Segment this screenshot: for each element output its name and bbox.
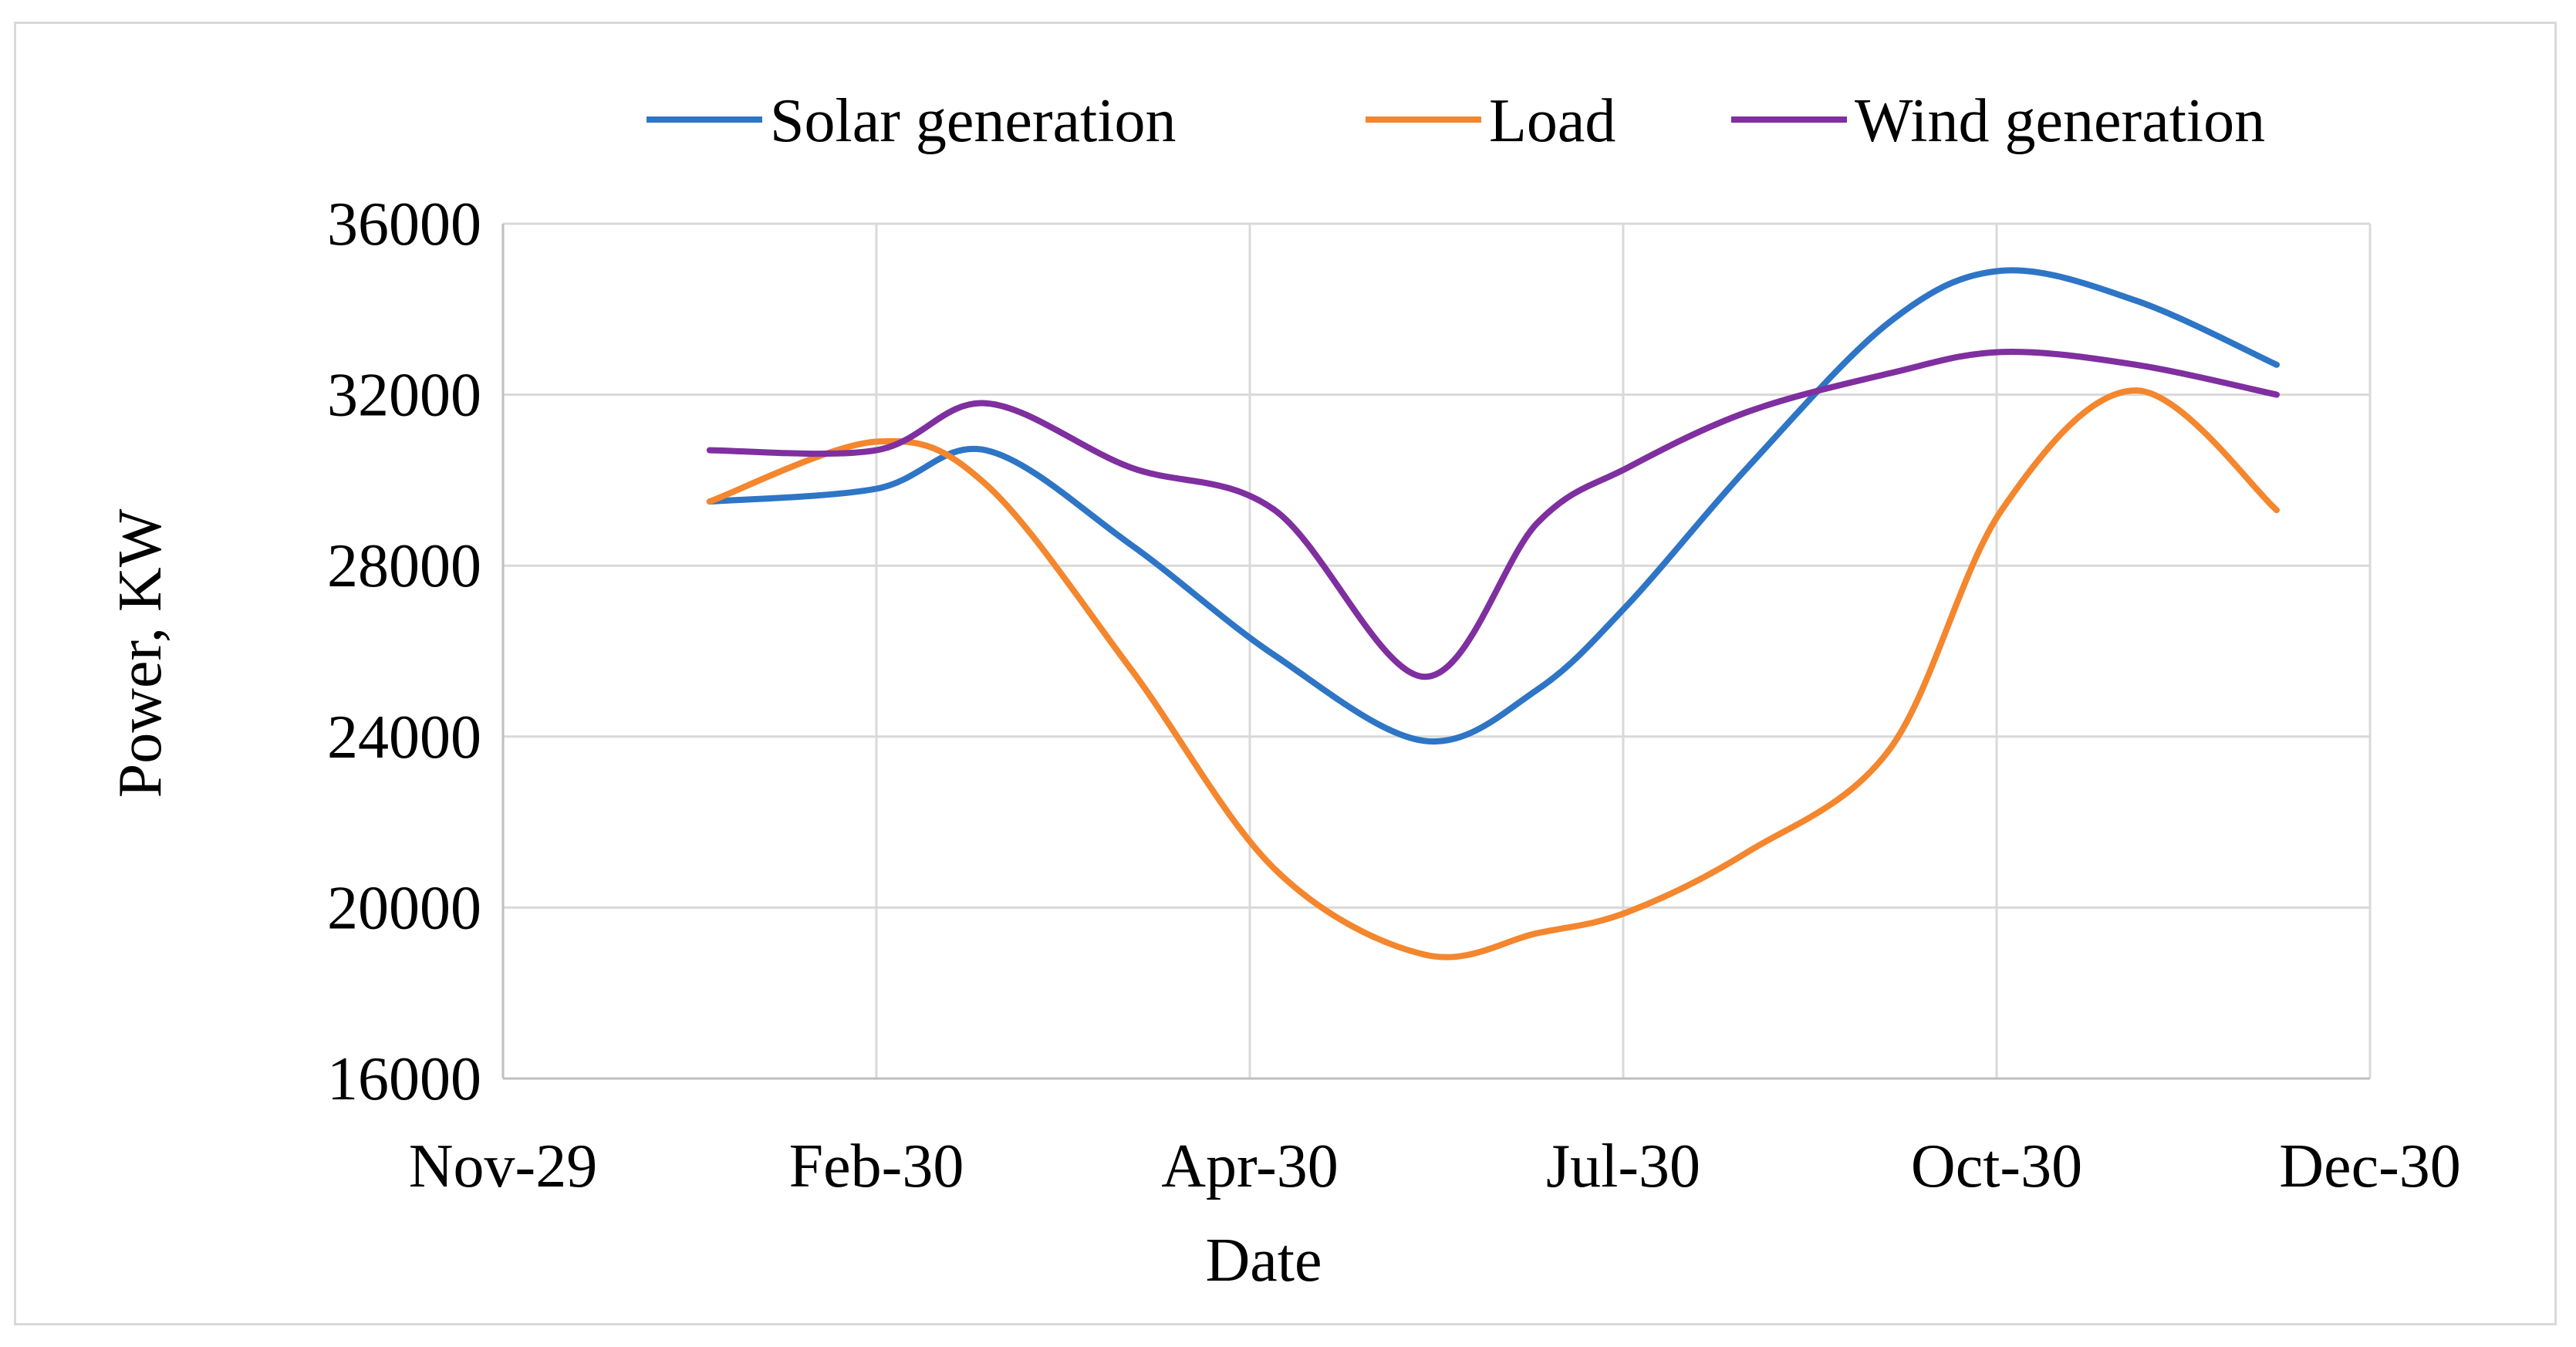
x-tick-label: Feb-30 (789, 1133, 964, 1200)
y-tick-label: 36000 (327, 191, 481, 258)
series-line-solar-generation (706, 267, 2280, 745)
x-tick-label: Oct-30 (1911, 1133, 2082, 1200)
x-axis-label: Date (1205, 1227, 1322, 1295)
axes (501, 224, 2370, 1080)
y-axis-label: Power, KW (106, 508, 174, 798)
series-line-wind-generation (706, 348, 2280, 680)
y-tick-label: 28000 (327, 532, 481, 600)
legend-label: Wind generation (1855, 87, 2265, 155)
x-tick-label: Apr-30 (1161, 1133, 1338, 1200)
x-tick-labels: Nov-29 Feb-30 Apr-30 Jul-30 Oct-30 Dec-30 (409, 1133, 2461, 1200)
x-tick-label: Dec-30 (2279, 1133, 2460, 1200)
y-tick-label: 32000 (327, 362, 481, 430)
legend-label: Solar generation (770, 87, 1176, 155)
x-tick-label: Jul-30 (1546, 1133, 1700, 1200)
chart-frame (14, 22, 2557, 1325)
gridlines (503, 222, 2372, 1079)
legend-label: Load (1489, 87, 1615, 155)
y-tick-label: 24000 (327, 704, 481, 771)
legend-item-wind-generation: Wind generation (1731, 87, 2265, 155)
y-tick-label: 20000 (327, 874, 481, 942)
x-tick-label: Nov-29 (409, 1133, 597, 1200)
series-lines (706, 267, 2280, 960)
y-tick-label: 16000 (327, 1045, 481, 1113)
series-line-load (706, 387, 2280, 960)
legend-item-load: Load (1366, 87, 1615, 155)
legend: Solar generation Load Wind generation (647, 87, 2265, 155)
y-tick-labels: 16000 20000 24000 28000 32000 36000 (327, 191, 481, 1113)
legend-item-solar-generation: Solar generation (647, 87, 1176, 155)
